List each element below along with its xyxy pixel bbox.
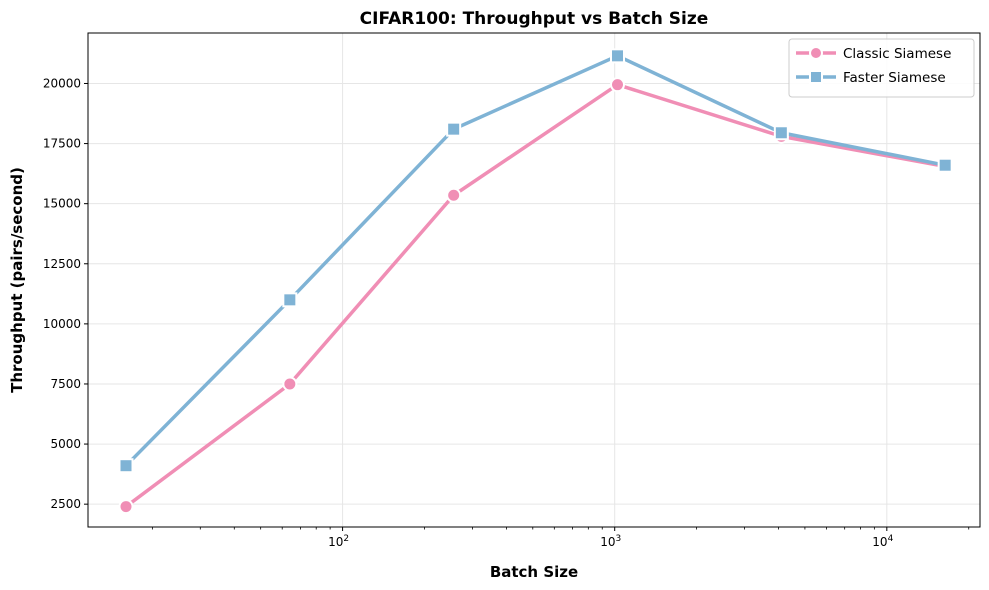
legend-label-1: Classic Siamese [843, 46, 951, 62]
y-tick-label: 20000 [43, 76, 81, 90]
series-layer [118, 48, 953, 515]
y-tick-label: 5000 [50, 437, 81, 451]
series-line-2 [124, 54, 947, 468]
y-tick-label: 12500 [43, 257, 81, 271]
y-tick-label: 2500 [50, 497, 81, 511]
axis-ticks: 2500 5000 7500 10000 12500 15000 17500 20000 102… [43, 76, 970, 549]
legend-label-2: Faster Siamese [843, 70, 946, 86]
data-point-square [610, 48, 626, 64]
x-tick-label: 104 [872, 534, 893, 549]
x-tick-label: 102 [328, 534, 349, 549]
legend-marker-square [809, 70, 823, 84]
plot-frame [87, 32, 981, 528]
grid-lines [88, 33, 980, 527]
y-tick-label: 7500 [50, 377, 81, 391]
data-point-circle [446, 187, 462, 203]
data-point-square [773, 125, 789, 141]
x-tick-label: 103 [600, 534, 621, 549]
series-line-1 [124, 82, 947, 509]
data-point-square [282, 292, 298, 308]
data-point-circle [282, 376, 298, 392]
y-tick-label: 17500 [43, 137, 81, 151]
data-point-square [937, 157, 953, 173]
y-tick-label: 10000 [43, 317, 81, 331]
legend-marker-circle [809, 46, 823, 60]
legend: Classic Siamese Faster Siamese [788, 38, 975, 98]
data-point-square [118, 458, 134, 474]
data-point-square [446, 121, 462, 137]
y-axis-label: Throughput (pairs/second) [8, 167, 26, 393]
chart-title: CIFAR100: Throughput vs Batch Size [360, 9, 709, 29]
x-axis-label: Batch Size [490, 563, 578, 581]
data-point-circle [118, 499, 134, 515]
y-tick-label: 15000 [43, 197, 81, 211]
data-point-circle [610, 77, 626, 93]
